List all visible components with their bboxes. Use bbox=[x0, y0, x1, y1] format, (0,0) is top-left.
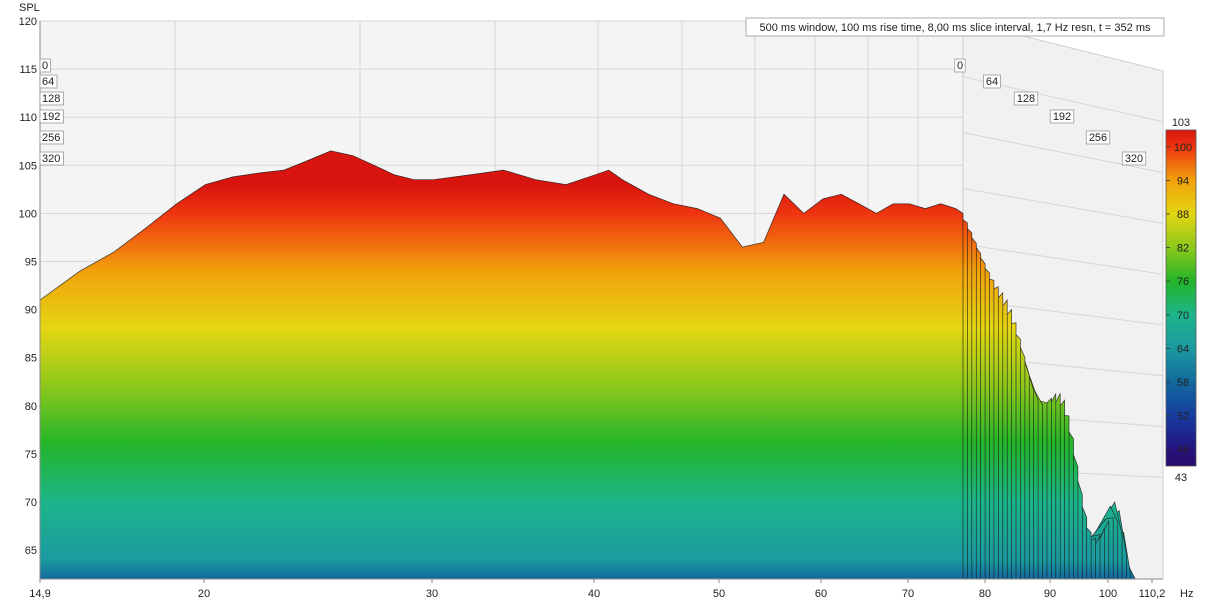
x-tick-label: 80 bbox=[979, 588, 991, 600]
axes: 120 115 110 105 100 95 90 85 80 75 70 65 14,9 20 30 40 5… bbox=[19, 16, 1166, 600]
x-tick-label: 40 bbox=[588, 588, 600, 600]
time-tick-box bbox=[39, 130, 64, 145]
colorbar-tick-label: 46 bbox=[1177, 444, 1189, 456]
depth-gridline bbox=[962, 132, 1164, 174]
y-tick-label: 120 bbox=[19, 16, 37, 28]
time-tick-label: 0 bbox=[42, 60, 48, 72]
y-tick-label: 115 bbox=[19, 64, 37, 76]
time-tick-box bbox=[39, 74, 58, 89]
time-tick-label: 256 bbox=[42, 132, 60, 144]
chart-title-group: 500 ms window, 100 ms rise time, 8,00 ms… bbox=[745, 17, 1165, 37]
time-tick-box bbox=[1013, 91, 1039, 106]
y-tick-label: 70 bbox=[25, 497, 37, 509]
colorbar-tick-label: 88 bbox=[1177, 209, 1189, 221]
y-tick-label: 65 bbox=[25, 545, 37, 557]
colorbar-tick-label: 82 bbox=[1177, 243, 1189, 255]
waterfall-slices bbox=[39, 150, 1153, 580]
y-tick-label: 85 bbox=[25, 353, 37, 365]
depth-gridline bbox=[962, 243, 1164, 275]
y-tick-label: 100 bbox=[19, 208, 37, 220]
colorbar-tick-label: 94 bbox=[1177, 175, 1189, 187]
time-tick-box bbox=[39, 58, 51, 73]
time-tick-box bbox=[39, 151, 64, 166]
time-tick-label: 64 bbox=[42, 76, 54, 88]
time-tick-label: 128 bbox=[42, 93, 60, 105]
time-tick-label: 320 bbox=[42, 153, 60, 165]
y-axis-label: SPL bbox=[19, 2, 40, 14]
x-tick-label: 20 bbox=[198, 588, 210, 600]
title-box bbox=[745, 17, 1165, 37]
colorbar: 103 43 100 94 88 82 76 70 64 58 52 46 bbox=[1165, 117, 1197, 484]
time-tick-label: 64 bbox=[986, 76, 998, 88]
y-tick-label: 110 bbox=[19, 112, 37, 124]
colorbar-max-label: 103 bbox=[1172, 117, 1190, 129]
time-tick-box bbox=[39, 91, 64, 106]
time-tick-label: 0 bbox=[957, 60, 963, 72]
x-tick-label: 70 bbox=[902, 588, 914, 600]
y-tick-label: 95 bbox=[25, 257, 37, 269]
time-tick-label: 192 bbox=[1053, 111, 1071, 123]
time-tick-box bbox=[1085, 130, 1111, 145]
time-tick-box bbox=[1121, 151, 1147, 166]
colorbar-tick-label: 64 bbox=[1177, 343, 1189, 355]
time-axis-labels: 0 0 64 64 128 128 192 192 256 256 320 320 bbox=[39, 58, 1147, 166]
y-tick-label: 80 bbox=[25, 401, 37, 413]
colorbar-tick-label: 100 bbox=[1174, 142, 1192, 154]
time-tick-label: 192 bbox=[42, 111, 60, 123]
x-tick-label: 50 bbox=[713, 588, 725, 600]
time-tick-box bbox=[1049, 109, 1075, 124]
x-tick-label: 30 bbox=[426, 588, 438, 600]
colorbar-scale bbox=[1165, 129, 1197, 467]
chart-title: 500 ms window, 100 ms rise time, 8,00 ms… bbox=[760, 22, 1151, 34]
colorbar-min-label: 43 bbox=[1175, 472, 1187, 484]
x-tick-label: 110,2 bbox=[1139, 588, 1166, 600]
x-tick-label: 14,9 bbox=[29, 588, 50, 600]
time-tick-label: 128 bbox=[1017, 93, 1035, 105]
waterfall-slice bbox=[39, 150, 964, 580]
time-tick-label: 320 bbox=[1125, 153, 1143, 165]
time-tick-box bbox=[39, 109, 64, 124]
y-tick-label: 75 bbox=[25, 449, 37, 461]
x-axis-unit: Hz bbox=[1180, 588, 1193, 600]
colorbar-tick-label: 58 bbox=[1177, 377, 1189, 389]
depth-gridline bbox=[962, 187, 1164, 224]
x-tick-label: 90 bbox=[1044, 588, 1056, 600]
time-tick-label: 256 bbox=[1089, 132, 1107, 144]
y-tick-label: 105 bbox=[19, 160, 37, 172]
colorbar-tick-label: 76 bbox=[1177, 276, 1189, 288]
time-tick-box bbox=[983, 74, 1001, 89]
colorbar-tick-label: 70 bbox=[1177, 310, 1189, 322]
colorbar-tick-label: 52 bbox=[1177, 411, 1189, 423]
y-tick-label: 90 bbox=[25, 305, 37, 317]
x-tick-label: 100 bbox=[1099, 588, 1117, 600]
time-tick-box bbox=[954, 58, 966, 73]
x-tick-label: 60 bbox=[815, 588, 827, 600]
